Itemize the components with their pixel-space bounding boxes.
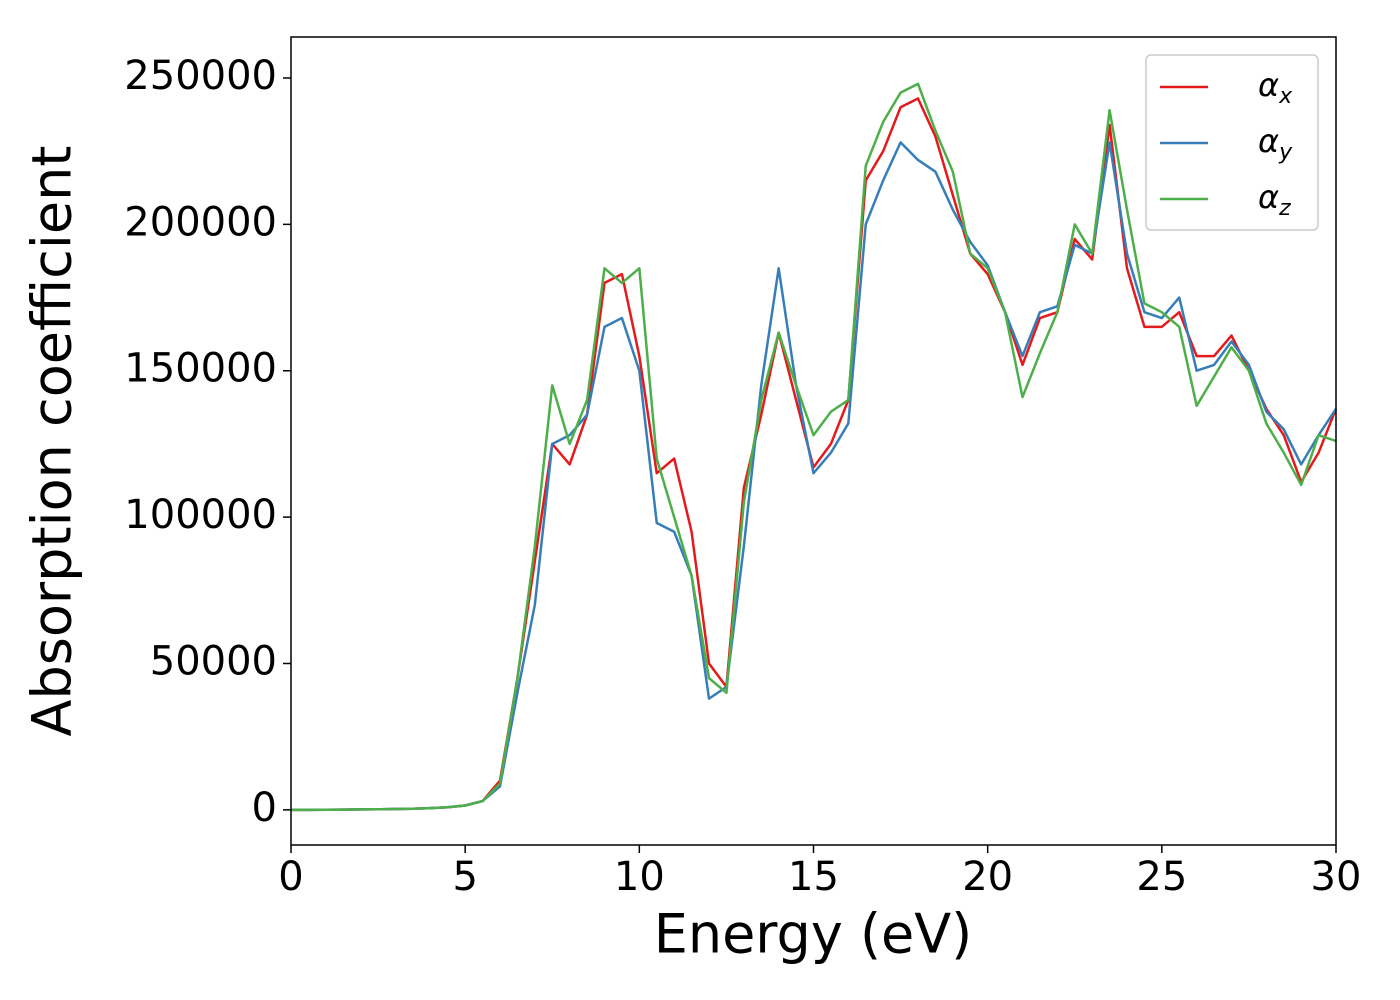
y-tick-label: 0 (252, 785, 277, 831)
plot-frame (290, 36, 1337, 846)
series-line (291, 82, 1337, 812)
y-tick-label: 50000 (150, 638, 277, 684)
x-axis-label: Energy (eV) (654, 903, 973, 966)
legend-box (1145, 54, 1319, 231)
series-line (291, 141, 1338, 812)
y-tick-label: 150000 (124, 346, 277, 392)
y-axis-label: Absorption coefficient (21, 146, 84, 737)
legend-label: αx (1258, 66, 1293, 109)
y-tick-label: 100000 (124, 492, 277, 538)
x-tick-label: 30 (1311, 854, 1362, 900)
x-tick-label: 10 (614, 854, 665, 900)
y-tick-label: 250000 (124, 53, 277, 99)
x-tick-label: 25 (1136, 854, 1187, 900)
legend-label: αy (1258, 122, 1293, 165)
y-tick-label: 200000 (124, 199, 277, 245)
x-tick-label: 15 (788, 854, 839, 900)
x-tick-label: 0 (278, 854, 303, 900)
x-tick-label: 20 (962, 854, 1013, 900)
x-tick-label: 5 (452, 854, 477, 900)
legend-label: αz (1258, 178, 1291, 221)
